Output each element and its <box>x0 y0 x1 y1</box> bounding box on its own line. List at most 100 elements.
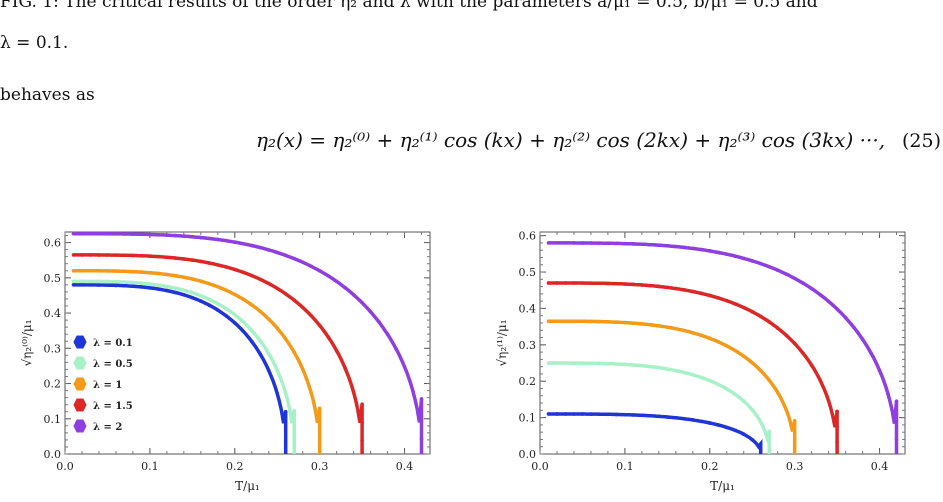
data-point <box>657 365 661 370</box>
data-point <box>326 274 330 278</box>
data-point <box>190 295 195 300</box>
data-point <box>690 289 695 294</box>
data-point <box>241 270 246 275</box>
data-point <box>309 264 313 269</box>
data-point <box>563 241 568 245</box>
data-point <box>343 285 347 290</box>
data-point <box>173 286 178 290</box>
data-point <box>724 344 729 348</box>
data-point <box>394 346 398 351</box>
data-point <box>707 336 712 341</box>
data-point <box>648 322 653 327</box>
data-point <box>283 425 288 429</box>
data-point <box>724 387 729 391</box>
legend-marker <box>73 356 87 370</box>
data-point <box>818 378 822 383</box>
data-point <box>665 415 670 419</box>
data-point <box>792 276 797 281</box>
data-point <box>640 322 644 326</box>
data-point <box>690 418 695 422</box>
data-point <box>105 269 110 273</box>
data-point <box>614 320 619 324</box>
legend-label: λ = 2 <box>93 422 122 433</box>
data-point <box>224 314 229 318</box>
data-point <box>292 350 296 355</box>
data-point <box>631 363 636 367</box>
data-point <box>207 261 212 265</box>
data-point <box>199 293 203 298</box>
data-point <box>215 263 220 267</box>
body-text: behaves as <box>0 85 95 105</box>
data-point <box>275 250 280 255</box>
data-point <box>182 275 186 280</box>
data-point <box>775 390 780 395</box>
data-point <box>835 440 839 445</box>
data-point <box>173 233 178 238</box>
data-point <box>190 258 195 262</box>
data-point <box>351 390 356 394</box>
series-4 <box>71 231 424 454</box>
data-point <box>640 413 644 418</box>
data-point <box>843 315 848 320</box>
data-point <box>860 337 865 342</box>
data-point <box>758 368 763 373</box>
data-point <box>580 281 585 285</box>
x-tick-label: 0.4 <box>396 460 414 473</box>
data-point <box>563 361 568 365</box>
data-point <box>835 424 839 429</box>
legend-marker <box>73 377 87 391</box>
plot-frame <box>64 231 431 455</box>
data-point <box>563 281 568 285</box>
data-point <box>623 362 627 367</box>
data-point <box>606 361 610 366</box>
data-point <box>580 319 585 324</box>
data-point <box>207 236 212 241</box>
data-point <box>750 437 755 442</box>
data-point <box>317 268 322 273</box>
data-point <box>275 286 280 291</box>
data-point <box>716 296 721 300</box>
data-point <box>215 237 220 242</box>
data-point <box>317 423 322 427</box>
data-point <box>572 319 576 324</box>
data-point <box>555 319 559 323</box>
data-point <box>182 234 186 238</box>
data-point <box>419 417 424 421</box>
data-point <box>122 280 127 284</box>
data-point <box>249 243 254 248</box>
data-point <box>258 277 263 282</box>
data-point <box>589 281 593 285</box>
data-point <box>606 320 610 324</box>
data-point <box>266 317 271 321</box>
legend: λ = 0.1 λ = 0.5 λ = 1 λ = 1.5 λ = 2 <box>73 335 133 433</box>
data-point <box>173 256 178 260</box>
data-point <box>572 281 576 285</box>
data-point <box>792 341 797 346</box>
data-point <box>741 399 746 403</box>
data-point <box>215 301 220 306</box>
y-axis-label: √η₂⁽¹⁾/μ₁ <box>495 319 509 366</box>
data-point <box>894 399 899 404</box>
data-point <box>699 291 704 296</box>
data-point <box>97 253 101 257</box>
data-point <box>869 351 873 355</box>
data-point <box>597 319 602 324</box>
x-tick-label: 0.3 <box>311 460 329 473</box>
data-point <box>88 283 93 287</box>
data-point <box>419 437 424 441</box>
data-point <box>597 361 602 366</box>
series-1 <box>71 279 296 454</box>
data-point <box>283 292 288 296</box>
data-point <box>411 389 415 394</box>
data-point <box>801 351 805 356</box>
data-point <box>360 438 364 443</box>
data-point <box>546 241 551 245</box>
y-tick-label: 0.2 <box>519 375 537 388</box>
data-point <box>606 281 610 286</box>
data-point <box>877 368 882 373</box>
data-point <box>207 281 212 286</box>
data-point <box>165 272 169 277</box>
x-axis-label: T/μ₁ <box>710 479 735 493</box>
data-point <box>614 362 619 366</box>
data-point <box>258 339 263 343</box>
